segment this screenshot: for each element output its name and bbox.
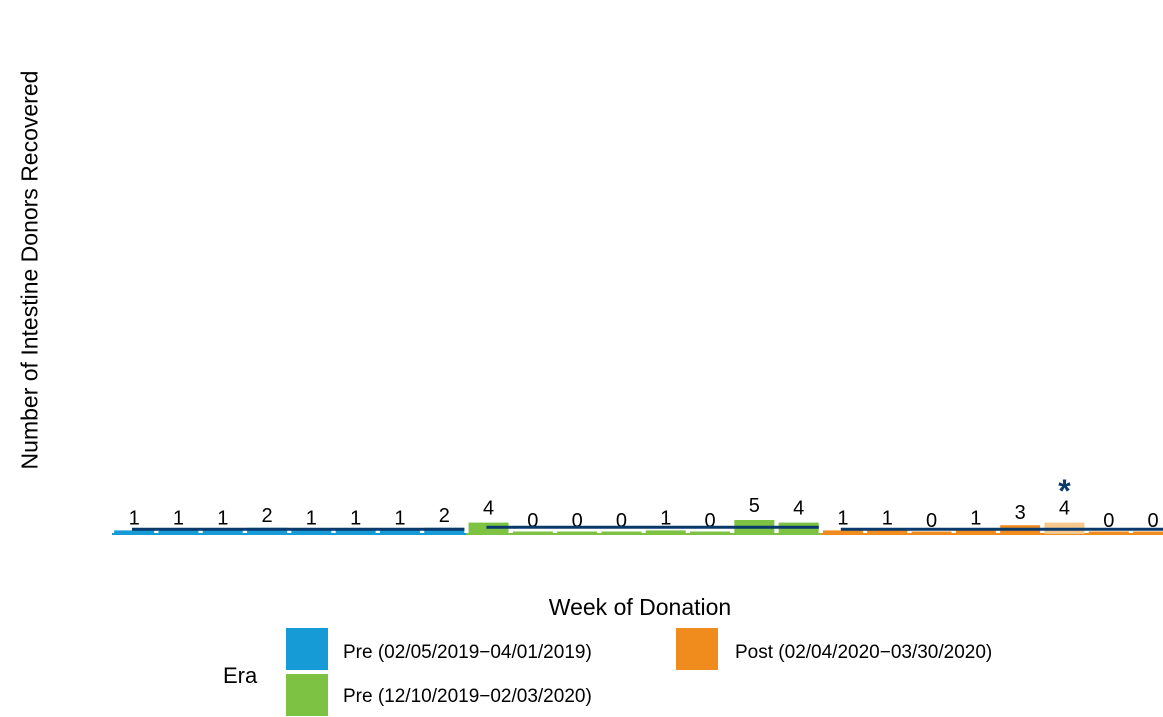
legend-swatch-pre-2019 <box>286 628 328 670</box>
legend-label-post-2020: Post (02/04/2020−03/30/2020) <box>735 642 993 663</box>
bar-value-label: 1 <box>837 507 848 529</box>
legend-title: Era <box>223 663 258 688</box>
bar <box>114 530 155 534</box>
bar <box>822 530 863 534</box>
bar-value-label: 4 <box>483 498 494 520</box>
bar-value-label: 4 <box>1059 498 1070 520</box>
bar <box>335 530 376 534</box>
bar <box>158 530 199 534</box>
bar <box>202 530 243 534</box>
bar-value-label: 0 <box>572 510 583 532</box>
bar-value-label: 0 <box>1147 510 1158 532</box>
bar <box>911 531 952 534</box>
bar-value-label: 0 <box>704 510 715 532</box>
significance-asterisk: * <box>1058 473 1071 509</box>
bar-value-label: 2 <box>261 505 272 527</box>
bar <box>1133 531 1163 534</box>
bar-value-label: 0 <box>527 510 538 532</box>
bar <box>247 527 288 534</box>
bar-value-label: 1 <box>350 507 361 529</box>
bar <box>291 530 332 534</box>
bar <box>601 531 642 534</box>
bar-value-label: 1 <box>882 507 893 529</box>
bar <box>512 531 553 534</box>
bar-value-label: 1 <box>306 507 317 529</box>
legend-swatch-post-2020 <box>676 628 718 670</box>
bar <box>424 527 465 534</box>
bar-value-label: 4 <box>793 498 804 520</box>
era-baseline-strip <box>466 533 821 535</box>
bar-value-label: 0 <box>1103 510 1114 532</box>
bar <box>867 530 908 534</box>
legend-label-pre-2019: Pre (02/05/2019−04/01/2019) <box>343 642 592 663</box>
bar-value-label: 1 <box>173 507 184 529</box>
bar-value-label: 0 <box>616 510 627 532</box>
bar-value-label: 1 <box>660 507 671 529</box>
bar-value-label: 1 <box>394 507 405 529</box>
bar-value-label: 1 <box>217 507 228 529</box>
bar-value-label: 2 <box>439 505 450 527</box>
bar-value-label: 1 <box>970 507 981 529</box>
bar <box>955 530 996 534</box>
bar <box>645 530 686 534</box>
bar-value-label: 1 <box>129 507 140 529</box>
bar <box>690 531 731 534</box>
y-axis-label: Number of Intestine Donors Recovered <box>16 70 43 470</box>
era-baseline-strip <box>112 533 467 535</box>
x-axis-label: Week of Donation <box>548 594 732 620</box>
bar-value-label: 0 <box>926 510 937 532</box>
bar <box>379 530 420 534</box>
bar <box>557 531 598 534</box>
bar <box>1088 531 1129 534</box>
bar-value-label: 5 <box>749 495 760 517</box>
bar-value-label: 3 <box>1015 502 1026 524</box>
legend-label-pre-2020: Pre (12/10/2019−02/03/2020) <box>343 686 592 707</box>
legend-swatch-pre-2020 <box>286 674 328 716</box>
